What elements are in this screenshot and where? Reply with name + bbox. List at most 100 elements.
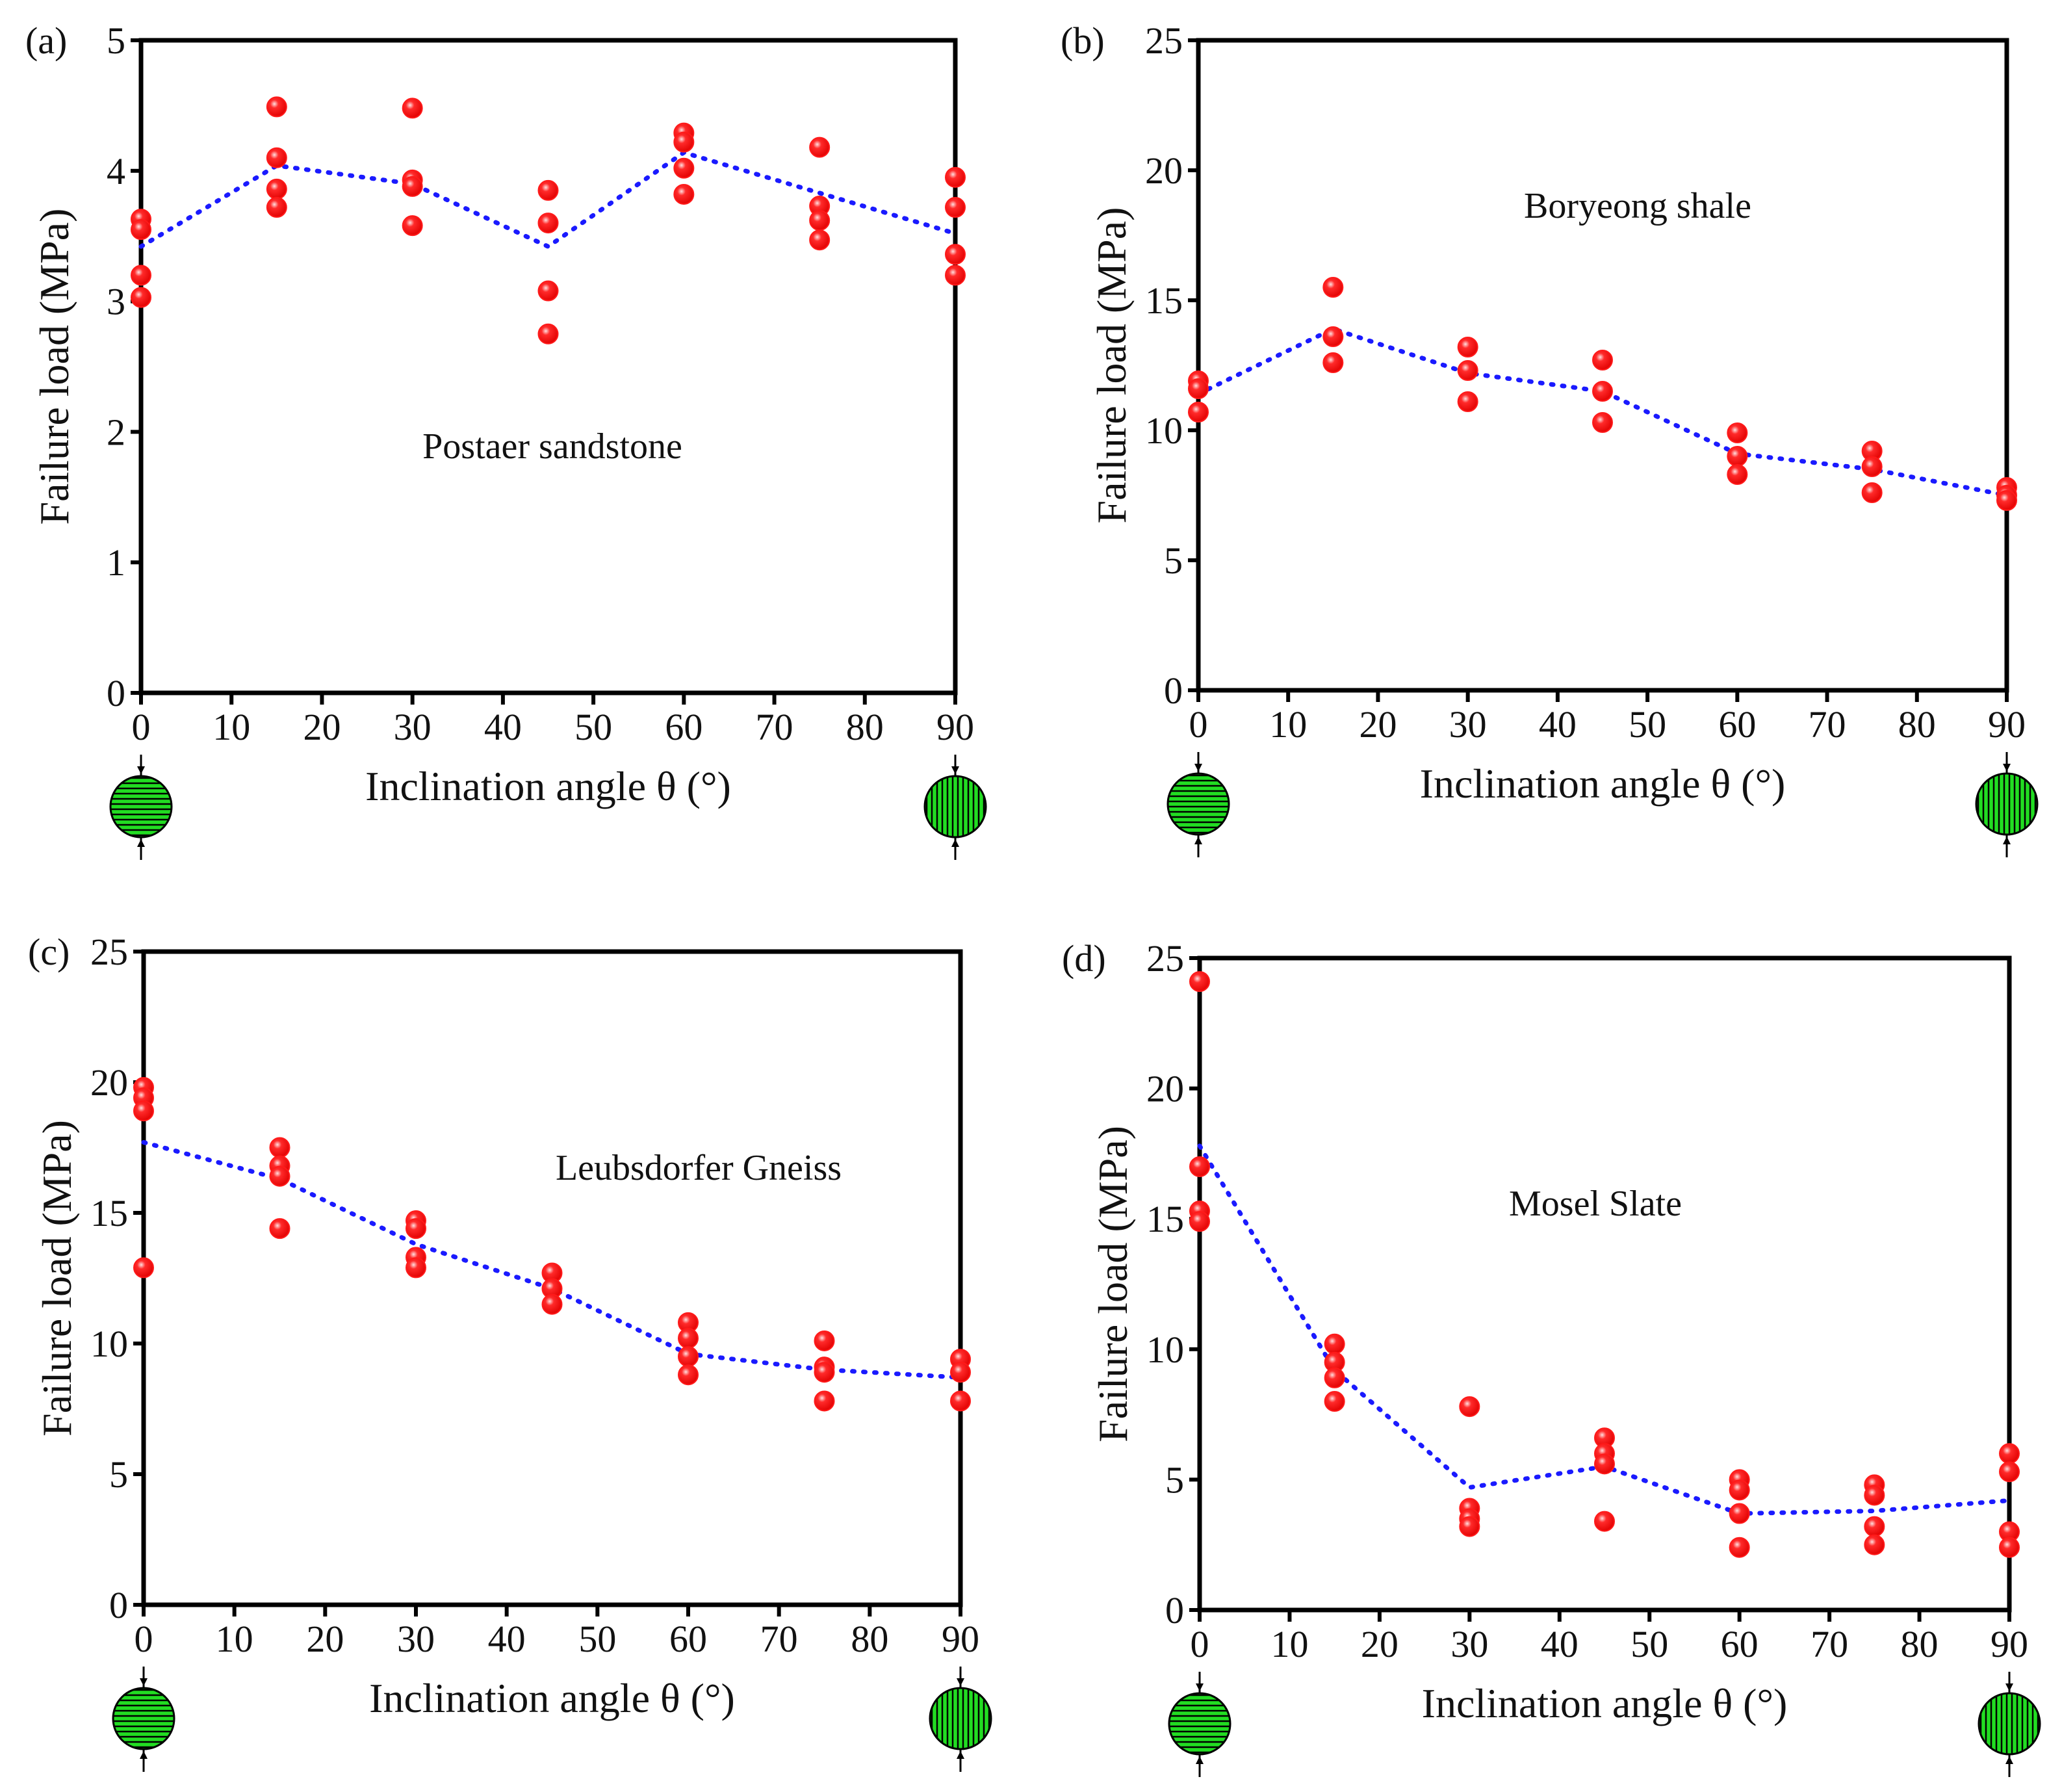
x-tick-label: 90	[1988, 703, 2026, 746]
data-point	[1322, 326, 1344, 347]
x-tick-label: 70	[1811, 1623, 1848, 1665]
data-point	[269, 1218, 290, 1240]
plot-frame	[141, 949, 963, 1607]
y-tick-label: 0	[107, 672, 125, 714]
panel-label: (b)	[1061, 19, 1105, 62]
data-point	[1457, 391, 1478, 412]
x-tick-label: 50	[578, 1618, 616, 1660]
arrow-head-icon	[1194, 837, 1202, 844]
data-point	[945, 166, 966, 188]
data-point	[1322, 352, 1344, 373]
plot-frame	[1196, 38, 2009, 693]
y-tick-label: 5	[109, 1453, 128, 1496]
arrow-head-icon	[140, 1678, 148, 1686]
x-tick-label: 10	[1269, 703, 1307, 746]
data-point	[1592, 412, 1613, 433]
data-point	[1729, 1503, 1750, 1524]
specimen-disc-fill	[1168, 773, 1229, 835]
x-tick-label: 40	[484, 706, 522, 748]
data-point	[1999, 1537, 2020, 1558]
data-point	[1459, 1396, 1480, 1418]
data-point	[131, 219, 151, 240]
x-tick-label: 80	[846, 706, 884, 748]
plot-frame	[138, 38, 958, 695]
data-point	[1727, 422, 1748, 443]
specimen-bedding-90deg-icon	[929, 1667, 992, 1772]
y-tick-label: 20	[90, 1061, 128, 1104]
data-point	[266, 147, 287, 168]
specimen-disc-outline	[923, 775, 987, 838]
data-point	[678, 1327, 699, 1349]
y-tick-label: 0	[1164, 669, 1183, 712]
data-point	[809, 210, 831, 231]
data-point	[1459, 1516, 1480, 1537]
data-point	[1188, 378, 1209, 399]
x-tick-label: 60	[669, 1618, 707, 1660]
arrow-head-icon	[2005, 1683, 2013, 1691]
y-tick-label: 10	[1145, 409, 1183, 452]
data-point	[537, 280, 559, 302]
x-axis-label: Inclination angle θ (°)	[1420, 760, 1786, 807]
plot-frame	[1197, 955, 2012, 1613]
x-tick-label: 40	[1539, 703, 1577, 746]
specimen-bedding-0deg-icon	[1166, 752, 1230, 857]
x-tick-label: 20	[1359, 703, 1397, 746]
x-tick-label: 20	[306, 1618, 344, 1660]
x-tick-label: 60	[665, 706, 702, 748]
y-tick-label: 15	[1145, 279, 1183, 322]
panel-a: 0 10 20 30 40 50 60 70 80 90 0 1 2 3 4 5 (a) Inclination …	[25, 19, 987, 860]
data-point	[945, 244, 966, 265]
x-tick-label: 70	[1809, 703, 1846, 746]
specimen-disc-outline	[112, 1687, 175, 1750]
data-point	[1189, 1211, 1210, 1232]
x-tick-label: 20	[303, 706, 341, 748]
x-tick-label: 10	[216, 1618, 253, 1660]
panel-label: (a)	[25, 19, 67, 62]
data-point	[950, 1390, 971, 1412]
data-point	[1999, 1443, 2020, 1464]
arrow-head-icon	[2003, 837, 2011, 844]
specimen-bedding-90deg-icon	[1975, 752, 2039, 857]
y-tick-label: 0	[1165, 1589, 1184, 1631]
x-axis-label: Inclination angle θ (°)	[365, 763, 731, 809]
x-tick-label: 90	[942, 1618, 979, 1660]
x-tick-label: 40	[488, 1618, 526, 1660]
data-point	[1189, 971, 1210, 993]
data-point	[266, 197, 287, 218]
data-point	[266, 178, 287, 200]
arrow-head-icon	[951, 766, 959, 774]
y-tick-label: 0	[109, 1584, 128, 1626]
arrow-head-icon	[1196, 1683, 1204, 1691]
y-tick-label: 25	[1145, 19, 1183, 62]
data-point	[1592, 350, 1613, 370]
data-point	[133, 1257, 154, 1279]
x-tick-label: 30	[1450, 1623, 1488, 1665]
specimen-disc-outline	[929, 1687, 992, 1750]
specimen-disc-outline	[1166, 772, 1230, 836]
panel-label: (d)	[1062, 937, 1106, 980]
specimen-bedding-0deg-icon	[1168, 1672, 1231, 1777]
data-point	[1729, 1537, 1750, 1558]
data-point	[537, 323, 559, 344]
x-tick-label: 40	[1541, 1623, 1579, 1665]
x-tick-label: 50	[1630, 1623, 1668, 1665]
y-tick-label: 5	[1165, 1459, 1184, 1501]
data-point	[809, 229, 831, 251]
specimen-bedding-0deg-icon	[112, 1667, 175, 1772]
x-tick-label: 60	[1718, 703, 1756, 746]
data-point	[1729, 1479, 1750, 1501]
data-point	[269, 1137, 290, 1158]
x-tick-label: 80	[1901, 1623, 1939, 1665]
specimen-disc-fill	[110, 776, 172, 837]
data-point	[1727, 446, 1748, 467]
data-point	[1864, 1516, 1885, 1537]
arrow-head-icon	[1194, 764, 1202, 772]
arrow-head-icon	[137, 839, 145, 847]
x-tick-label: 0	[132, 706, 151, 748]
y-tick-label: 10	[1146, 1329, 1184, 1371]
specimen-bedding-0deg-icon	[109, 755, 173, 860]
panel-title: Boryeong shale	[1524, 186, 1751, 226]
x-tick-label: 0	[1189, 703, 1208, 746]
panel-d: 0 10 20 30 40 50 60 70 80 90 0 5 10 15 20 25 (d) Inclinat…	[1062, 937, 2041, 1777]
arrow-head-icon	[951, 839, 959, 847]
